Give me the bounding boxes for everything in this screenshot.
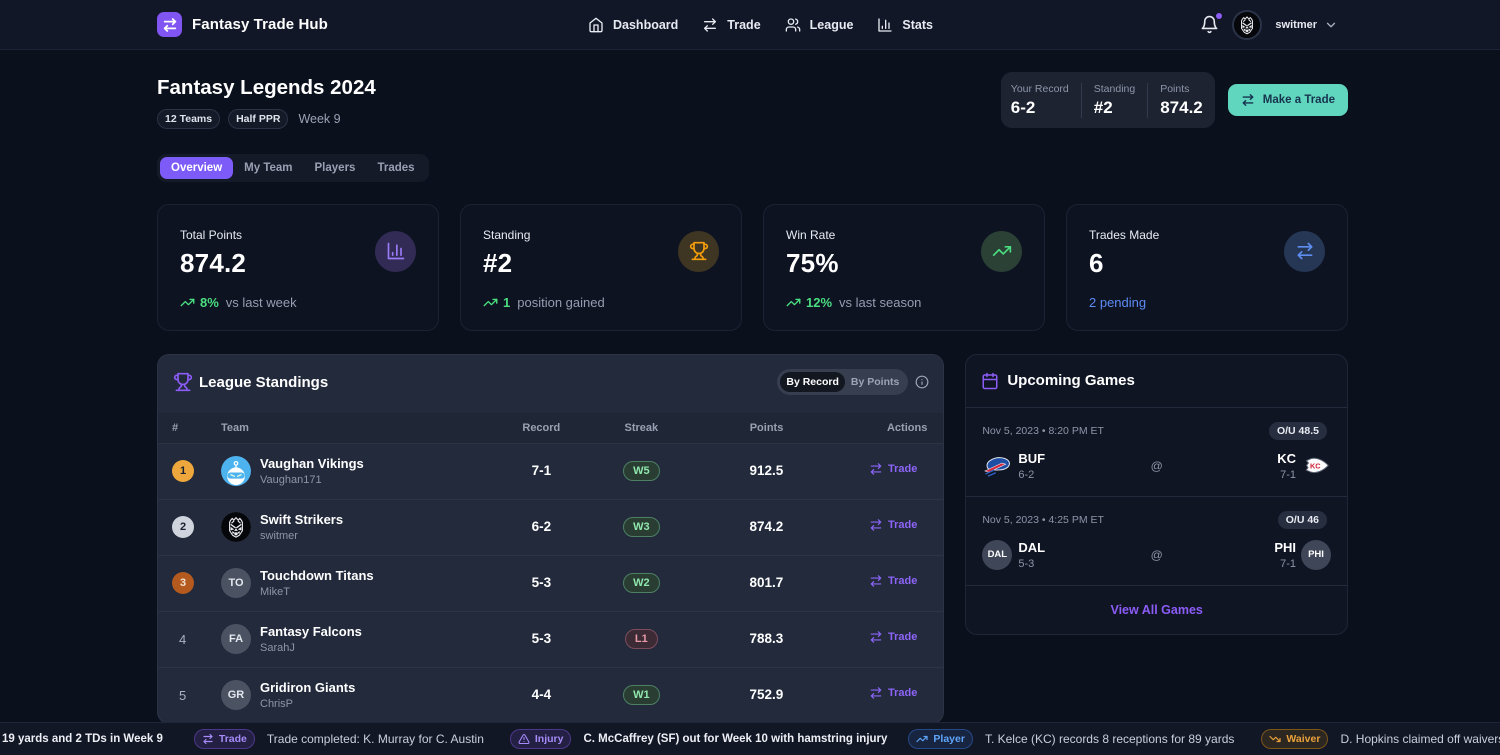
svg-text:KC: KC	[1310, 461, 1321, 470]
